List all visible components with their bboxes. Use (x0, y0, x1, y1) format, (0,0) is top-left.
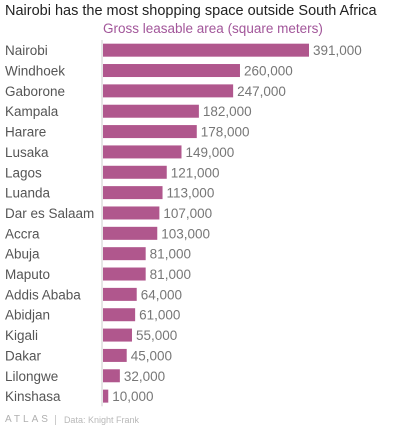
category-label: Lilongwe (5, 369, 58, 384)
category-label: Harare (5, 125, 46, 140)
category-label: Abidjan (5, 308, 50, 323)
bar (103, 369, 120, 383)
category-label: Lagos (5, 165, 42, 180)
category-label: Gaborone (5, 84, 65, 99)
value-label: 61,000 (139, 308, 180, 323)
chart-subtitle: Gross leasable area (square meters) (103, 21, 323, 36)
value-label: 121,000 (171, 165, 220, 180)
category-label: Addis Ababa (5, 287, 81, 302)
category-label: Kampala (5, 104, 59, 119)
category-label: Abuja (5, 247, 40, 262)
bar-chart: Nairobi 391,000 Windhoek 260,000 Gaborone 247… (5, 40, 362, 407)
bar (103, 247, 146, 261)
value-label: 81,000 (150, 267, 191, 282)
category-label: Kigali (5, 328, 38, 343)
footer-divider (54, 414, 56, 425)
bar (103, 84, 234, 98)
bar (103, 125, 197, 139)
value-label: 55,000 (136, 328, 177, 343)
value-label: 247,000 (237, 84, 286, 99)
bar (103, 64, 240, 78)
value-label: 107,000 (163, 206, 212, 221)
category-label: Lusaka (5, 145, 49, 160)
bar (103, 206, 160, 220)
category-label: Accra (5, 226, 40, 241)
bar (103, 389, 109, 403)
bar (103, 308, 136, 322)
bar (103, 226, 158, 240)
bar (103, 267, 146, 281)
value-label: 10,000 (112, 389, 153, 404)
category-label: Luanda (5, 186, 51, 201)
bar (103, 43, 309, 57)
bar (103, 328, 132, 342)
bar (103, 145, 182, 159)
category-label: Nairobi (5, 43, 48, 58)
category-label: Kinshasa (5, 389, 61, 404)
value-label: 113,000 (167, 186, 215, 201)
bar (103, 186, 163, 200)
value-label: 32,000 (124, 369, 165, 384)
atlas-logo: ATLAS (5, 414, 51, 425)
footer: ATLAS Data: Knight Frank (5, 414, 139, 425)
value-label: 182,000 (203, 104, 252, 119)
category-label: Maputo (5, 267, 50, 282)
bar (103, 287, 137, 301)
chart-title: Nairobi has the most shopping space outs… (5, 3, 377, 19)
bar (103, 104, 199, 118)
value-label: 391,000 (313, 43, 362, 58)
value-label: 45,000 (131, 348, 172, 363)
value-label: 178,000 (201, 125, 250, 140)
value-label: 149,000 (186, 145, 235, 160)
category-label: Dar es Salaam (5, 206, 94, 221)
bar (103, 165, 167, 179)
value-label: 81,000 (150, 247, 191, 262)
data-source: Data: Knight Frank (63, 414, 139, 425)
value-label: 260,000 (244, 64, 293, 79)
value-label: 103,000 (161, 226, 210, 241)
value-label: 64,000 (141, 287, 182, 302)
bar (103, 348, 127, 362)
category-label: Windhoek (5, 64, 65, 79)
category-label: Dakar (5, 348, 42, 363)
